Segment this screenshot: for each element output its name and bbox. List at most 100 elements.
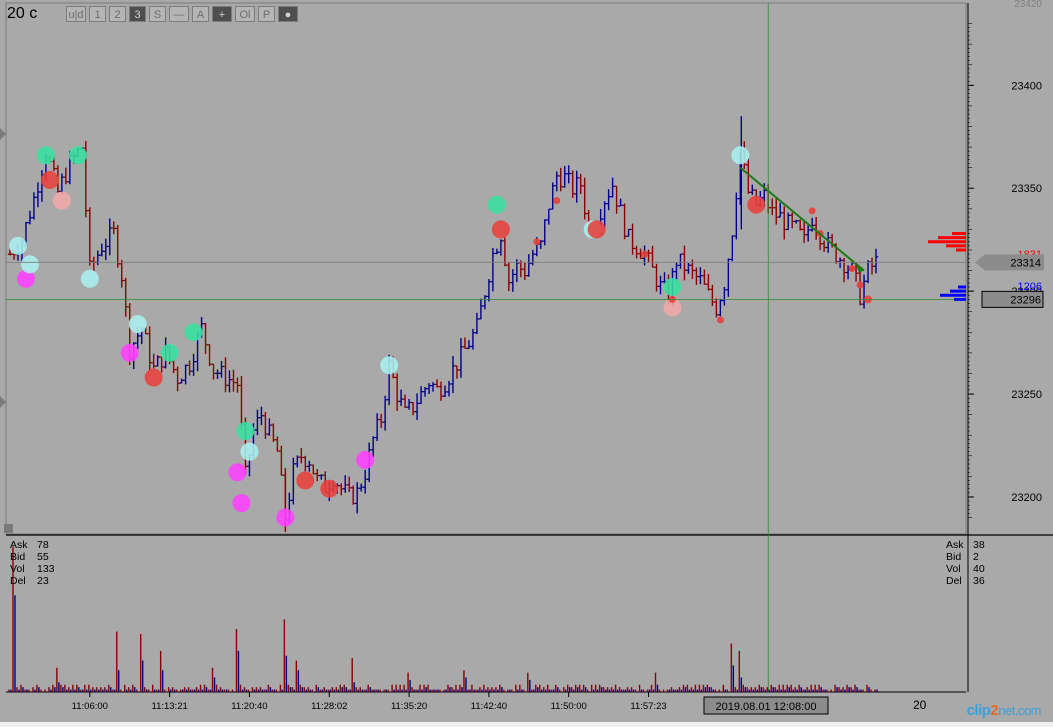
- cluster-circle-green: [663, 278, 682, 297]
- y-tick-label: 23250: [1011, 389, 1042, 401]
- stat-value: 36: [973, 575, 985, 587]
- x-tick-label: 11:57:23: [630, 701, 666, 712]
- x-tick-label: 11:06:00: [72, 701, 108, 712]
- y-tick-label: 23200: [1011, 492, 1042, 504]
- toolbar-button-uld[interactable]: u|d: [66, 6, 86, 22]
- price-panel-border: [5, 2, 967, 535]
- stat-key: Bid: [10, 551, 26, 563]
- cluster-circle-green: [236, 422, 255, 441]
- cursor-time-label: 2019.08.01 12:08:00: [716, 701, 817, 713]
- toolbar-button-3[interactable]: 3: [129, 6, 146, 22]
- stat-value: 2: [973, 551, 979, 563]
- toolbar-button-plus[interactable]: +: [212, 6, 232, 22]
- dom-bid-bar: [958, 285, 966, 289]
- y-tick-label: 23400: [1011, 80, 1042, 92]
- stat-value: 133: [37, 563, 55, 575]
- stat-key: Ask: [10, 539, 28, 551]
- left-corner-marker: [4, 524, 13, 533]
- stat-value: 23: [37, 575, 49, 587]
- y-tick-label-clipped: 23420: [1014, 0, 1042, 10]
- stats-left: Ask 78 Bid 55 Vol 133 Del 23: [10, 539, 55, 587]
- watermark-part4: .com: [1014, 703, 1042, 718]
- stat-value: 78: [37, 539, 49, 551]
- stat-row: Bid 2: [946, 551, 985, 563]
- dom-ask-bar: [946, 244, 966, 248]
- stat-key: Vol: [946, 563, 961, 575]
- timeframe-label[interactable]: 20 c: [7, 5, 38, 22]
- cluster-circle-green: [160, 343, 179, 362]
- stat-row: Del 36: [946, 575, 985, 587]
- stat-value: 40: [973, 563, 985, 575]
- cluster-circle-magenta: [356, 450, 375, 469]
- watermark-logo: clip2net.com: [966, 702, 1042, 719]
- cluster-dot: [533, 238, 541, 246]
- toolbar-button-ol[interactable]: Ol: [235, 6, 255, 22]
- dom-bid-bar: [940, 293, 966, 297]
- cluster-circle-magenta: [120, 343, 139, 362]
- cluster-circle-cyan: [240, 442, 259, 461]
- cluster-circle-red: [40, 171, 59, 189]
- toolbar-button-a[interactable]: A: [192, 6, 209, 22]
- toolbar-button-dash[interactable]: —: [169, 6, 189, 22]
- stat-row: Del 23: [10, 575, 55, 587]
- x-tick-label: 11:13:21: [151, 701, 187, 712]
- toolbar-button-s[interactable]: S: [149, 6, 166, 22]
- watermark-part3: net: [998, 703, 1015, 718]
- stat-row: Vol 133: [10, 563, 55, 575]
- x-tick-label: 11:28:02: [311, 701, 347, 712]
- dom-histogram: [928, 232, 966, 301]
- left-marker-lower: [0, 396, 6, 408]
- stat-key: Del: [946, 575, 962, 587]
- dom-bid-bar: [950, 289, 966, 293]
- cluster-circle-red: [320, 479, 339, 498]
- cluster-circle-pink: [52, 191, 71, 210]
- cursor-price-box: [981, 290, 1044, 308]
- cluster-circle-red: [296, 471, 315, 490]
- stat-value: 38: [973, 539, 985, 551]
- dom-ask-bar: [928, 240, 966, 244]
- bid-total-label: 1206: [1018, 281, 1042, 293]
- cluster-dot: [553, 197, 561, 205]
- cluster-circle-green: [68, 146, 87, 165]
- dom-ask-bar: [938, 236, 966, 240]
- toolbar-button-p[interactable]: P: [258, 6, 275, 22]
- cluster-markers: [8, 146, 873, 527]
- cursor-price-value: 23296: [1010, 294, 1041, 306]
- stat-row: Bid 55: [10, 551, 55, 563]
- cluster-circle-pink: [663, 298, 682, 317]
- cluster-circle-cyan: [20, 255, 39, 274]
- overflow-label: 20: [913, 698, 927, 712]
- cluster-dot: [641, 250, 649, 258]
- watermark-part1: clip: [966, 702, 991, 719]
- trend-line: [739, 166, 865, 272]
- cluster-dot: [808, 207, 816, 215]
- left-marker-upper: [0, 128, 6, 140]
- last-price-value: 23314: [1010, 257, 1041, 269]
- trend-arrowhead: [855, 262, 865, 273]
- cluster-circle-magenta: [16, 269, 35, 288]
- cluster-circle-cyan: [380, 356, 399, 375]
- cluster-circle-cyan: [128, 315, 147, 334]
- dom-ask-bar: [952, 232, 966, 236]
- stat-row: Vol 40: [946, 563, 985, 575]
- toolbar-button-2[interactable]: 2: [109, 6, 126, 22]
- toolbar-button-1[interactable]: 1: [89, 6, 106, 22]
- cluster-circle-cyan: [80, 269, 99, 288]
- cluster-dot: [856, 281, 864, 289]
- stat-row: Ask 78: [10, 539, 55, 551]
- stat-key: Ask: [946, 539, 964, 551]
- cluster-circle-magenta: [276, 508, 295, 527]
- x-tick-label: 11:42:40: [471, 701, 507, 712]
- stat-value: 55: [37, 551, 49, 563]
- cluster-circle-magenta: [228, 463, 247, 482]
- cluster-circle-cyan: [8, 236, 27, 255]
- x-tick-label: 11:50:00: [551, 701, 587, 712]
- toolbar-button-circle[interactable]: ●: [278, 6, 298, 22]
- cluster-circle-magenta: [232, 494, 251, 513]
- cluster-circle-green: [36, 146, 55, 165]
- stat-row: Ask 38: [946, 539, 985, 551]
- cluster-circle-red: [747, 195, 766, 214]
- cluster-circle-green: [184, 323, 203, 342]
